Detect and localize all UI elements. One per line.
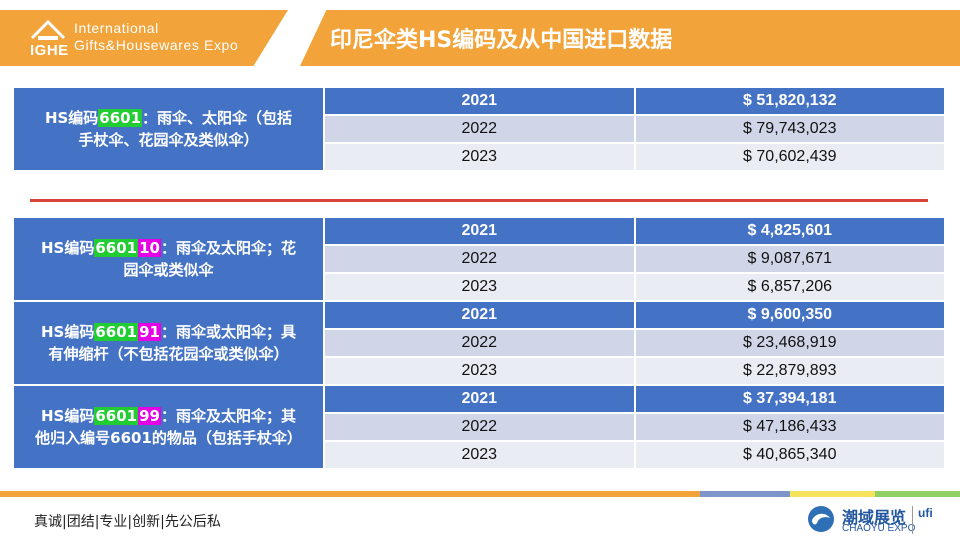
amount-cell: $ 9,600,350 xyxy=(633,300,946,330)
hs-table-subcodes: HS编码6601 10：雨伞及太阳伞；花 园伞或类似伞 2021 $ 4,825,… xyxy=(12,216,946,470)
brand-en: CHAOYU EXPO xyxy=(842,523,916,534)
year-cell: 2022 xyxy=(323,244,636,274)
amount-cell: $ 22,879,893 xyxy=(633,356,946,386)
hs-desc-cell: HS编码6601 99：雨伞及太阳伞；其 他归入编号6601的物品（包括手杖伞） xyxy=(12,384,325,470)
hs-code-green: 6601 xyxy=(98,109,143,127)
year-cell: 2021 xyxy=(323,300,636,330)
brand-cn: 潮域展览 xyxy=(842,508,907,527)
hs-desc-line1: ：雨伞、太阳伞（包括 xyxy=(142,109,293,127)
year-cell: 2021 xyxy=(323,216,636,246)
amount-cell: $ 9,087,671 xyxy=(633,244,946,274)
amount-cell: $ 79,743,023 xyxy=(633,114,946,144)
header: IGHE International Gifts&Housewares Expo… xyxy=(0,0,960,66)
hs-desc-cell: HS编码6601 10：雨伞及太阳伞；花 园伞或类似伞 xyxy=(12,216,325,302)
year-cell: 2023 xyxy=(323,440,636,470)
hs-desc-cell: HS编码6601：雨伞、太阳伞（包括 手杖伞、花园伞及类似伞） xyxy=(12,86,325,172)
amount-cell: $ 37,394,181 xyxy=(633,384,946,414)
hs-desc-cell: HS编码6601 91：雨伞或太阳伞；具 有伸缩杆（不包括花园伞或类似伞） xyxy=(12,300,325,386)
footer-color-bar xyxy=(0,491,960,497)
amount-cell: $ 70,602,439 xyxy=(633,142,946,172)
year-cell: 2022 xyxy=(323,328,636,358)
hs-desc-line2: 手杖伞、花园伞及类似伞） xyxy=(78,131,259,149)
title-panel xyxy=(300,10,960,66)
amount-cell: $ 51,820,132 xyxy=(633,86,946,116)
ufi-logo: ufi xyxy=(918,506,933,520)
logo-abbr: IGHE xyxy=(30,42,69,59)
hs-code-magenta: 99 xyxy=(138,407,161,425)
amount-cell: $ 4,825,601 xyxy=(633,216,946,246)
hs-prefix: HS编码 xyxy=(44,109,99,127)
year-cell: 2021 xyxy=(323,86,636,116)
amount-cell: $ 40,865,340 xyxy=(633,440,946,470)
page-title: 印尼伞类HS编码及从中国进口数据 xyxy=(330,28,673,53)
year-cell: 2023 xyxy=(323,142,636,172)
logo-line1: International xyxy=(74,20,159,36)
igh-logo-icon xyxy=(30,19,66,40)
amount-cell: $ 47,186,433 xyxy=(633,412,946,442)
year-cell: 2022 xyxy=(323,114,636,144)
hs-code-magenta: 91 xyxy=(138,323,161,341)
hs-code-green: 6601 xyxy=(94,407,139,425)
hs-code-green: 6601 xyxy=(94,239,139,257)
hs-code-green: 6601 xyxy=(94,323,139,341)
logo-line2: Gifts&Housewares Expo xyxy=(74,37,239,53)
year-cell: 2021 xyxy=(323,384,636,414)
hs-table-6601: HS编码6601：雨伞、太阳伞（包括 手杖伞、花园伞及类似伞） 2021 $ 5… xyxy=(12,86,946,172)
amount-cell: $ 6,857,206 xyxy=(633,272,946,302)
footer-motto: 真诚|团结|专业|创新|先公后私 xyxy=(34,514,221,530)
year-cell: 2022 xyxy=(323,412,636,442)
year-cell: 2023 xyxy=(323,272,636,302)
section-divider xyxy=(30,199,928,202)
hs-code-magenta: 10 xyxy=(138,239,161,257)
amount-cell: $ 23,468,919 xyxy=(633,328,946,358)
brand-separator xyxy=(912,506,913,534)
chaoyu-logo-icon xyxy=(808,506,834,532)
year-cell: 2023 xyxy=(323,356,636,386)
